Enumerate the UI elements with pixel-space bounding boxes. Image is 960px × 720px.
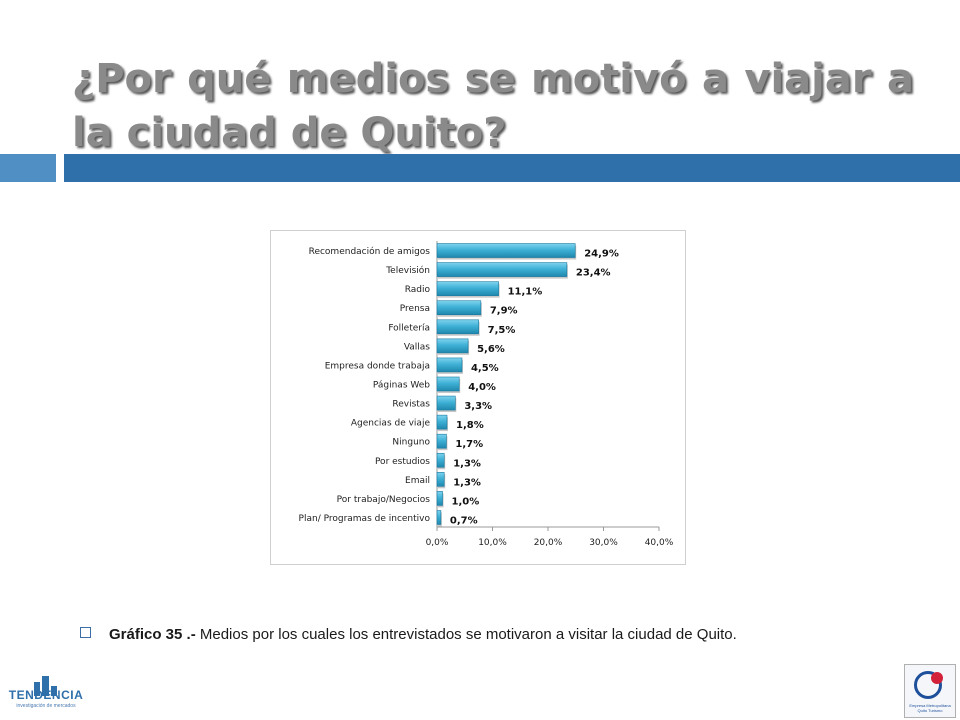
bar: [436, 319, 479, 335]
category-label: Prensa: [400, 304, 430, 314]
bullet-icon: [80, 627, 91, 638]
bar: [436, 510, 442, 525]
category-label: Ninguno: [392, 438, 430, 448]
page-title: ¿Por qué medios se motivó a viajar a la …: [72, 56, 914, 156]
data-label: 23,4%: [576, 268, 611, 279]
data-label: 7,9%: [490, 306, 518, 317]
emblem-dot-icon: [931, 672, 943, 684]
building-icon: [51, 686, 57, 696]
category-label: Por trabajo/Negocios: [337, 495, 431, 505]
category-label: Páginas Web: [373, 381, 430, 391]
bar: [436, 262, 568, 277]
category-label: Email: [405, 476, 430, 486]
data-label: 7,5%: [488, 325, 516, 336]
quito-turismo-logo: Empresa Metropolitana Quito Turismo: [904, 664, 956, 718]
category-label: Recomendación de amigos: [309, 246, 431, 257]
data-label: 24,9%: [584, 249, 619, 260]
category-label: Por estudios: [375, 457, 430, 467]
category-label: Vallas: [404, 342, 430, 352]
building-icon: [42, 676, 49, 696]
category-label: Agencias de viaje: [351, 419, 431, 429]
logo-text: Empresa Metropolitana Quito Turismo: [909, 703, 951, 713]
x-tick-label: 10,0%: [478, 538, 507, 548]
bar: [436, 243, 576, 258]
category-label: Revistas: [392, 400, 430, 410]
data-label: 4,5%: [471, 363, 499, 374]
bar: [436, 491, 443, 506]
x-tick-label: 40,0%: [645, 538, 674, 548]
bar: [436, 472, 445, 487]
bar-chart-frame: Recomendación de amigos 24,9% Televisión 23…: [270, 230, 686, 565]
data-label: 1,8%: [456, 420, 484, 431]
chart-caption: Gráfico 35 .- Medios por los cuales los …: [80, 626, 737, 643]
bar-chart: Recomendación de amigos 24,9% Televisión 23…: [299, 241, 674, 548]
bar: [436, 414, 448, 430]
category-label: Radio: [405, 285, 431, 295]
header-accent-bar-right: [64, 154, 960, 182]
bar: [436, 357, 463, 373]
caption-label: Gráfico 35 .-: [109, 626, 196, 643]
category-label: Plan/ Programas de incentivo: [299, 514, 431, 524]
bar: [436, 300, 482, 316]
bar: [436, 433, 447, 449]
bar: [436, 395, 456, 411]
data-label: 4,0%: [468, 382, 496, 393]
x-tick-label: 30,0%: [589, 538, 618, 548]
x-tick-label: 20,0%: [534, 538, 563, 548]
emblem-ring-icon: [914, 671, 942, 699]
bar: [436, 452, 445, 468]
bar: [436, 281, 499, 296]
data-label: 0,7%: [450, 515, 478, 526]
building-icon: [34, 682, 40, 696]
data-label: 11,1%: [508, 287, 543, 298]
data-label: 3,3%: [464, 401, 492, 412]
category-label: Folletería: [388, 323, 430, 333]
data-label: 1,3%: [453, 458, 481, 469]
tendencia-logo: TENDENCIA investigación de mercados: [4, 668, 88, 718]
x-tick-label: 0,0%: [426, 538, 449, 548]
caption-text: Medios por los cuales los entrevistados …: [195, 626, 737, 643]
data-label: 1,3%: [453, 477, 481, 488]
logo-tagline: investigación de mercados: [16, 703, 76, 709]
header-accent-bar-left: [0, 154, 56, 182]
logo-name: TENDENCIA: [8, 688, 84, 702]
data-label: 5,6%: [477, 344, 505, 355]
bar: [436, 338, 469, 354]
data-label: 1,7%: [455, 439, 483, 450]
category-label: Empresa donde trabaja: [325, 361, 430, 371]
data-label: 1,0%: [452, 496, 480, 507]
bar: [436, 376, 460, 392]
category-label: Televisión: [385, 265, 430, 276]
